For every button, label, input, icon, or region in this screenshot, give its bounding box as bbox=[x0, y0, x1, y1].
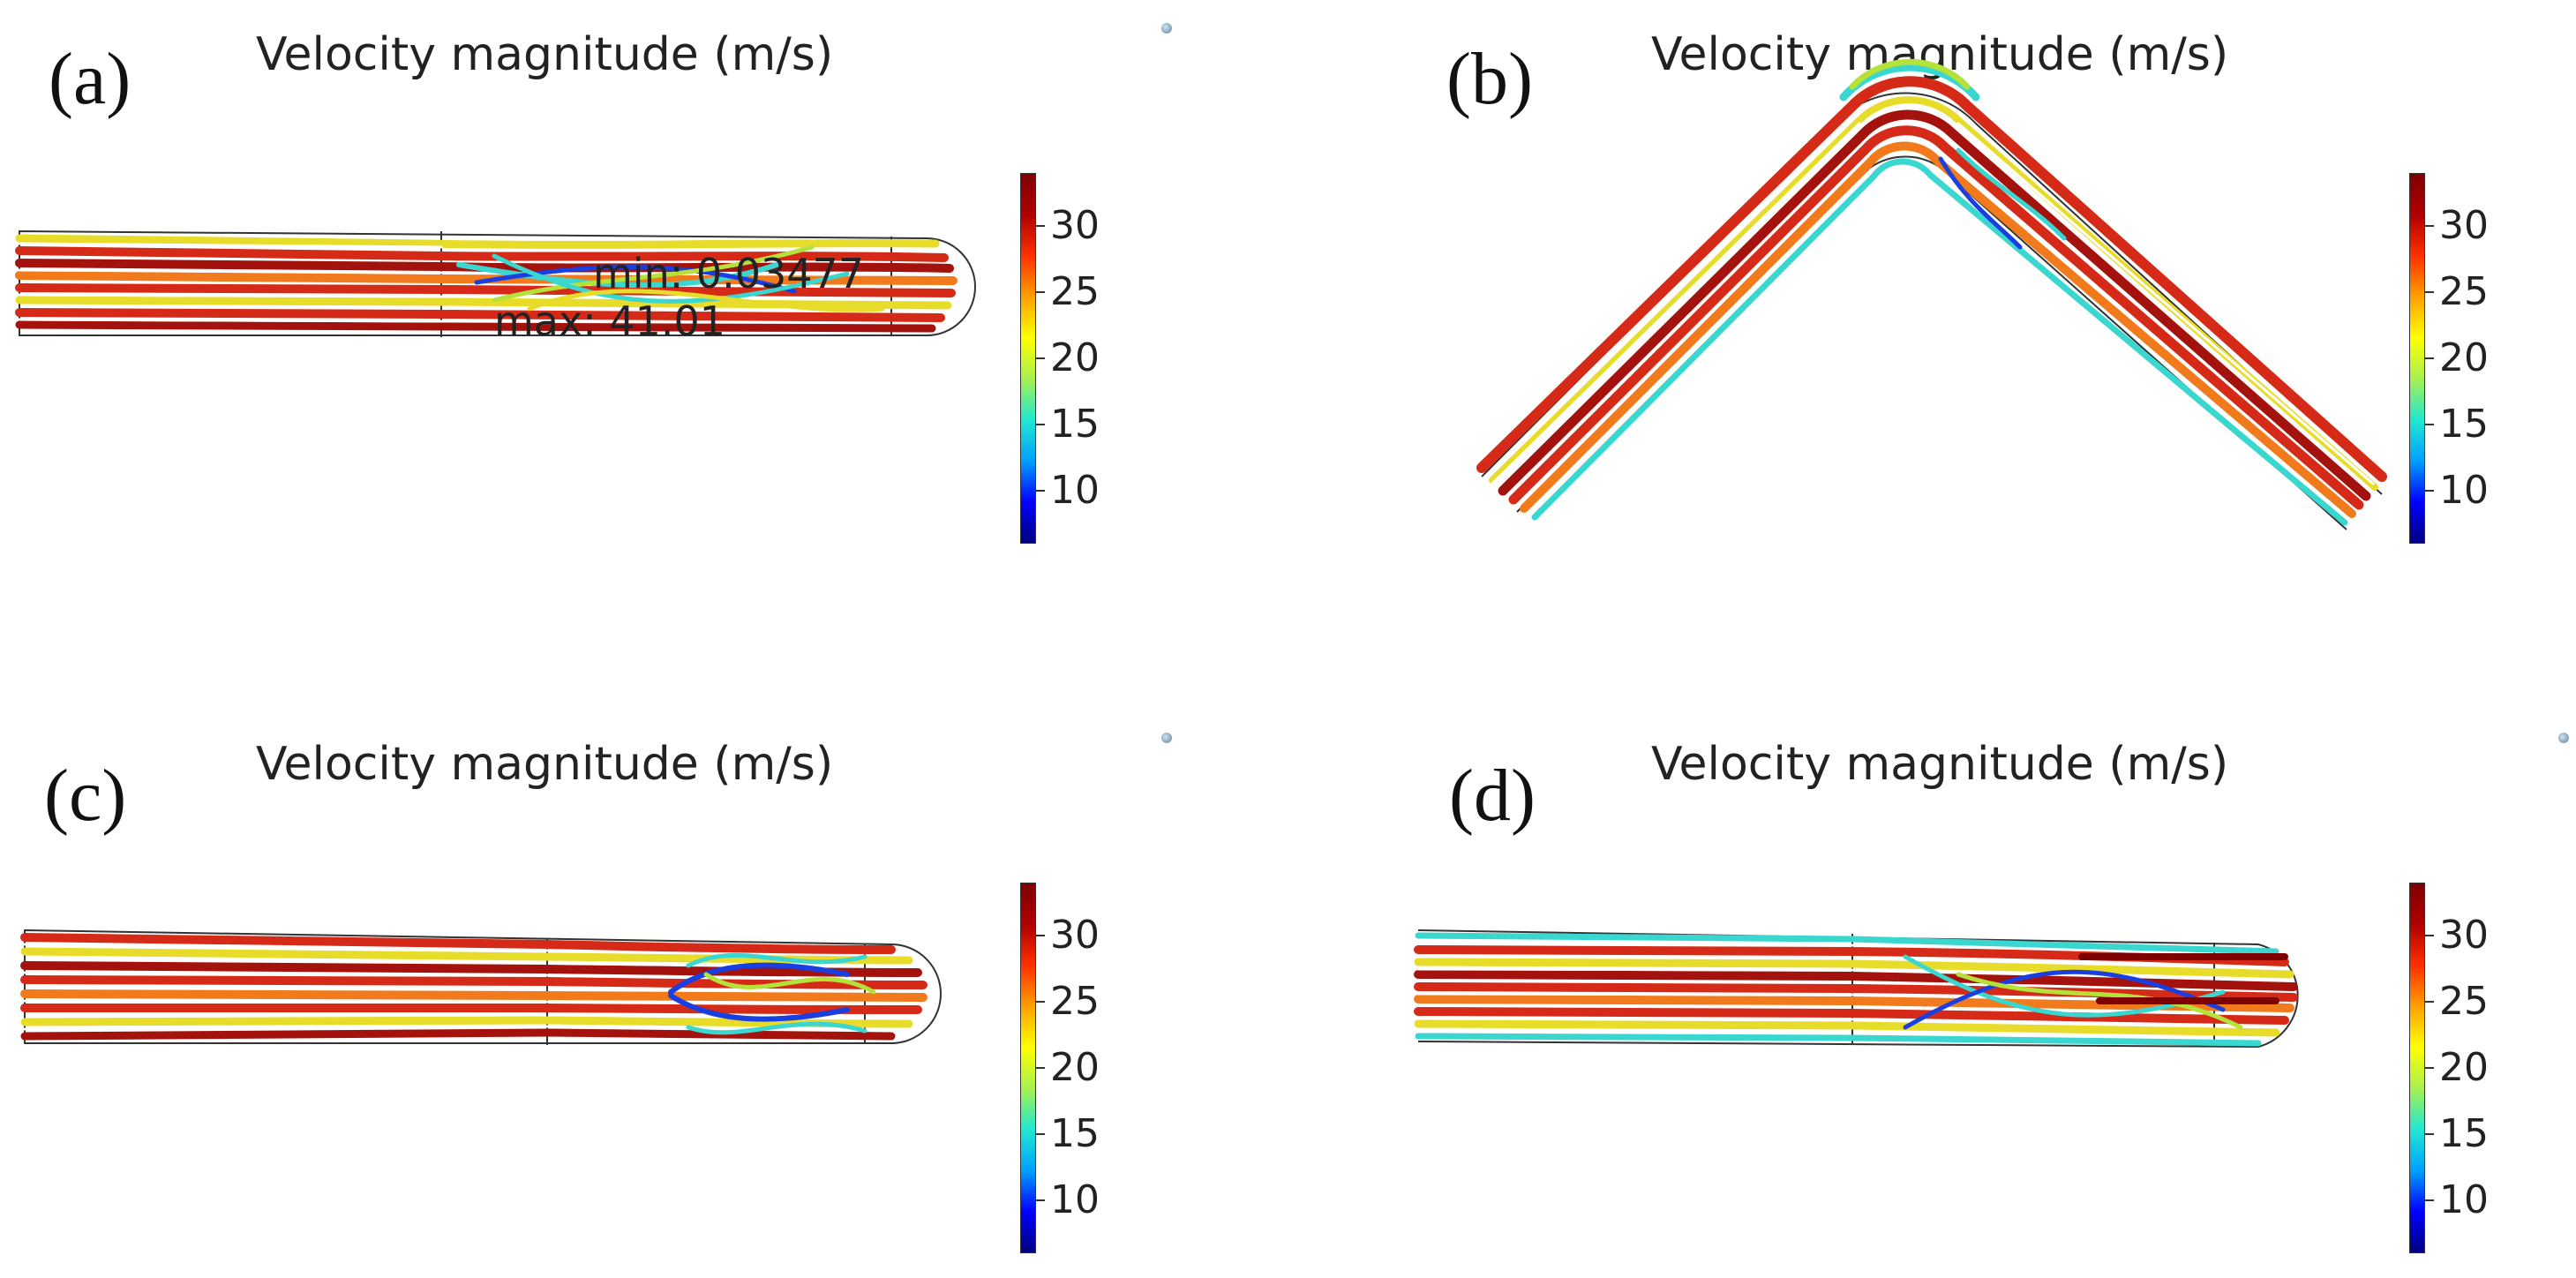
colorbar-tick-label: 15 bbox=[1050, 402, 1100, 447]
colorbar-tick-mark bbox=[1036, 490, 1045, 492]
colorbar-tick-mark bbox=[2425, 1001, 2434, 1003]
panel-letter: (a) bbox=[49, 38, 131, 120]
colorbar-tick-mark bbox=[2425, 1199, 2434, 1201]
colorbar-tick-label: 30 bbox=[2439, 203, 2489, 248]
axis-orientation-dot bbox=[1161, 733, 1172, 743]
panel-c: (c) Velocity magnitude (m/s) bbox=[0, 639, 1288, 1278]
colorbar-tick-mark bbox=[1036, 1067, 1045, 1069]
colorbar-tick-mark bbox=[1036, 291, 1045, 293]
colorbar-tick-label: 15 bbox=[2439, 402, 2489, 447]
colorbar bbox=[2409, 883, 2425, 1253]
colorbar-tick-label: 30 bbox=[1050, 913, 1100, 958]
colorbar-tick-mark bbox=[1036, 225, 1045, 227]
colorbar-tick-label: 10 bbox=[1050, 468, 1100, 513]
colorbar bbox=[1020, 173, 1036, 544]
colorbar-tick-mark bbox=[1036, 935, 1045, 936]
colorbar-tick-label: 20 bbox=[1050, 1045, 1100, 1090]
streamlines bbox=[15, 234, 958, 333]
max-annotation: max: 41.01 bbox=[494, 297, 725, 345]
streamline-plot bbox=[1476, 58, 2387, 530]
streamline-plot bbox=[20, 928, 942, 1045]
colorbar-tick-label: 15 bbox=[2439, 1111, 2489, 1156]
panel-b: (b) Velocity magnitude (m/s) 30 25 20 15 10 bbox=[1288, 0, 2575, 639]
colorbar-tick-mark bbox=[2425, 291, 2434, 293]
colorbar-tick-mark bbox=[2425, 424, 2434, 425]
panel-a: (a) Velocity magnitude (m/s) bbox=[0, 0, 1288, 639]
panel-d: (d) Velocity magnitude (m/s) bbox=[1288, 639, 2575, 1278]
axis-orientation-dot bbox=[2558, 733, 2569, 743]
colorbar-tick-label: 10 bbox=[1050, 1177, 1100, 1222]
streamlines bbox=[1476, 58, 2387, 526]
colorbar-tick-mark bbox=[1036, 1001, 1045, 1003]
colorbar-tick-label: 25 bbox=[1050, 979, 1100, 1024]
colorbar-tick-label: 15 bbox=[1050, 1111, 1100, 1156]
colorbar-tick-label: 10 bbox=[2439, 468, 2489, 513]
colorbar-tick-label: 20 bbox=[1050, 335, 1100, 380]
colorbar-tick-label: 25 bbox=[2439, 269, 2489, 314]
colorbar-tick-label: 25 bbox=[2439, 979, 2489, 1024]
colorbar-tick-mark bbox=[2425, 1067, 2434, 1069]
colorbar-tick-label: 10 bbox=[2439, 1177, 2489, 1222]
colorbar-tick-mark bbox=[1036, 424, 1045, 425]
panel-letter: (b) bbox=[1446, 38, 1533, 120]
colorbar-tick-mark bbox=[2425, 490, 2434, 492]
colorbar-tick-mark bbox=[2425, 357, 2434, 359]
colorbar-tick-mark bbox=[2425, 1133, 2434, 1135]
colorbar-tick-label: 20 bbox=[2439, 1045, 2489, 1090]
streamlines bbox=[20, 933, 928, 1041]
streamline-plot bbox=[1414, 929, 2299, 1049]
panel-title: Velocity magnitude (m/s) bbox=[1651, 738, 2229, 791]
colorbar bbox=[1020, 883, 1036, 1253]
colorbar-tick-mark bbox=[2425, 935, 2434, 936]
colorbar-tick-label: 25 bbox=[1050, 269, 1100, 314]
min-annotation: min: 0.03477 bbox=[593, 250, 864, 297]
colorbar-tick-mark bbox=[1036, 1133, 1045, 1135]
panel-title: Velocity magnitude (m/s) bbox=[256, 738, 834, 791]
colorbar-tick-mark bbox=[2425, 225, 2434, 227]
panel-letter: (c) bbox=[44, 755, 127, 837]
axis-orientation-dot bbox=[1161, 23, 1172, 34]
colorbar-tick-label: 30 bbox=[1050, 203, 1100, 248]
colorbar-tick-label: 20 bbox=[2439, 335, 2489, 380]
panel-letter: (d) bbox=[1449, 755, 1536, 837]
panel-title: Velocity magnitude (m/s) bbox=[256, 28, 834, 81]
streamline-plot: min: 0.03477 max: 41.01 bbox=[15, 229, 976, 345]
colorbar bbox=[2409, 173, 2425, 544]
colorbar-tick-mark bbox=[1036, 357, 1045, 359]
colorbar-tick-label: 30 bbox=[2439, 913, 2489, 958]
colorbar-tick-mark bbox=[1036, 1199, 1045, 1201]
streamlines bbox=[1414, 932, 2298, 1047]
